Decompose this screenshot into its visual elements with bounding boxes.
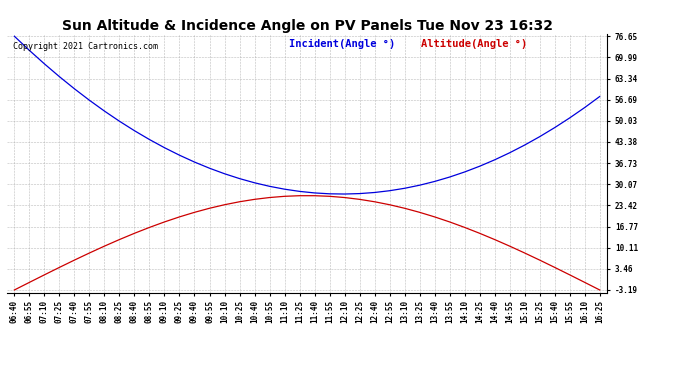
Text: Incident(Angle °): Incident(Angle °) — [289, 39, 395, 49]
Text: Altitude(Angle °): Altitude(Angle °) — [421, 39, 527, 49]
Text: Copyright 2021 Cartronics.com: Copyright 2021 Cartronics.com — [13, 42, 158, 51]
Title: Sun Altitude & Incidence Angle on PV Panels Tue Nov 23 16:32: Sun Altitude & Incidence Angle on PV Pan… — [61, 19, 553, 33]
